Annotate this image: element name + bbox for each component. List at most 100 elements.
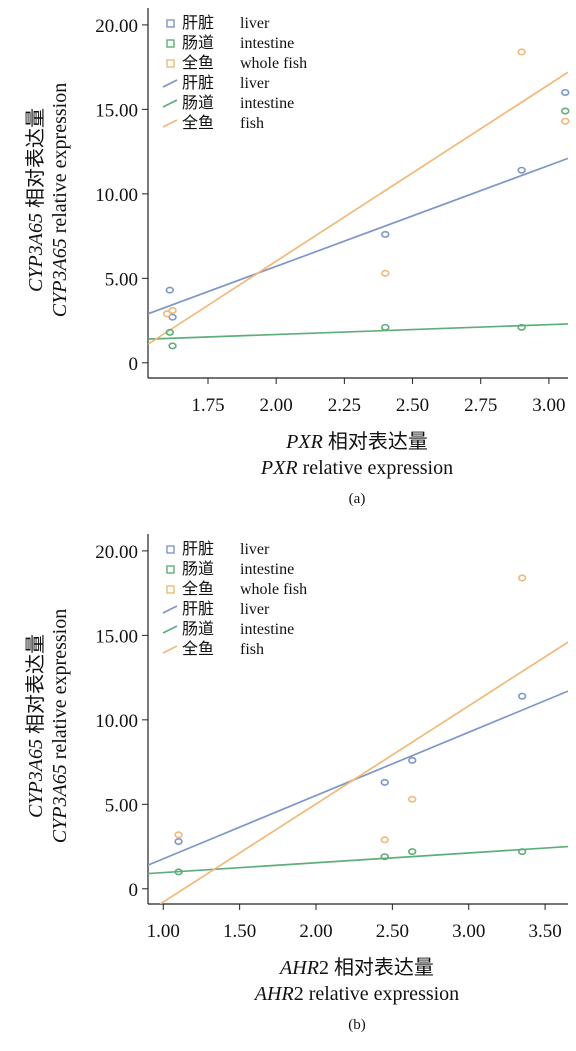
- x-tick-label: 2.75: [464, 395, 497, 416]
- x-axis-title-zh: AHR2 相对表达量: [278, 956, 434, 979]
- data-point-series-0: [517, 166, 526, 174]
- y-axis-title-en: CYP3A65 relative expression: [49, 609, 71, 843]
- legend-point-marker: [166, 39, 175, 48]
- y-tick-label: 0: [129, 880, 139, 901]
- data-point-series-0: [165, 286, 175, 294]
- legend-label-en: fish: [240, 115, 264, 132]
- legend-line-marker: [162, 625, 178, 634]
- data-point-series-2: [162, 310, 172, 318]
- data-point-series-0: [517, 692, 527, 700]
- data-point-series-0: [408, 756, 417, 764]
- fit-line-0: [148, 157, 568, 315]
- y-tick-label: 10.00: [95, 711, 138, 732]
- chart-panel-a: 0 5.00 10.00 15.00 20.00 1.75 2.00 2.25 2.50 2.75…: [0, 0, 576, 525]
- data-point-series-1: [561, 107, 570, 115]
- legend-label-zh: 全鱼: [182, 114, 214, 132]
- legend-line-marker: [162, 605, 178, 614]
- legend-label-zh: 肠道: [182, 560, 214, 578]
- legend-label-zh: 肠道: [182, 94, 214, 112]
- legend-label-zh: 全鱼: [182, 580, 214, 598]
- fit-line-0: [148, 690, 568, 866]
- scatter-chart-a: 0 5.00 10.00 15.00 20.00 1.75 2.00 2.25 2.50 2.75…: [24, 8, 570, 507]
- legend-label-zh: 全鱼: [182, 54, 214, 72]
- y-tick-label: 0: [129, 354, 139, 375]
- legend-label-en: fish: [240, 641, 264, 658]
- legend-line-marker: [162, 79, 178, 88]
- y-tick-label: 5.00: [105, 795, 138, 816]
- x-tick-label: 2.00: [299, 921, 332, 942]
- y-tick-label: 10.00: [95, 185, 138, 206]
- legend-label-en: liver: [240, 601, 270, 618]
- x-tick-label: 2.50: [376, 921, 409, 942]
- x-tick-label: 3.00: [532, 395, 565, 416]
- legend-label-en: liver: [240, 75, 270, 92]
- x-axis-title-zh-var: PXR: [285, 431, 323, 453]
- chart-panel-b: 0 5.00 10.00 15.00 20.00 1.00 1.50 2.00 2.50 3.00…: [0, 526, 576, 1051]
- x-axis-title-en-var: AHR: [253, 983, 294, 1005]
- legend-point-marker: [166, 59, 175, 68]
- data-point-series-1: [381, 323, 390, 331]
- legend-label-en: whole fish: [240, 55, 307, 72]
- y-axis-title-zh-rest: 相对表达量: [24, 634, 47, 739]
- legend-label-zh: 肠道: [182, 620, 214, 638]
- data-point-series-0: [174, 837, 183, 845]
- data-point-series-2: [381, 269, 390, 277]
- x-axis-title-zh-rest: 2 相对表达量: [319, 956, 434, 979]
- legend-label-en: liver: [240, 541, 270, 558]
- data-point-series-1: [380, 853, 389, 861]
- x-axis-title-en-rest: relative expression: [298, 457, 454, 479]
- data-point-series-2: [380, 836, 389, 844]
- legend-label-en: intestine: [240, 621, 294, 638]
- y-tick-label: 20.00: [95, 16, 138, 37]
- fit-line-1: [148, 845, 568, 875]
- legend-label-zh: 肝脏: [182, 14, 214, 32]
- legend-label-en: intestine: [240, 35, 294, 52]
- data-point-series-0: [381, 230, 390, 238]
- x-tick-label: 2.00: [260, 395, 293, 416]
- data-point-series-1: [165, 328, 175, 336]
- y-axis-title-zh: CYP3A65 相对表达量: [24, 108, 47, 292]
- x-tick-label: 3.00: [452, 921, 485, 942]
- fit-line-2: [148, 71, 568, 345]
- y-axis-title-en-rest: relative expression: [49, 83, 71, 239]
- y-axis-title-zh-rest: 相对表达量: [24, 108, 47, 213]
- legend-point-marker: [166, 565, 175, 574]
- y-tick-label: 15.00: [95, 626, 138, 647]
- data-point-series-0: [561, 88, 570, 96]
- y-axis-title-en-rest: relative expression: [49, 609, 71, 765]
- data-point-series-2: [168, 306, 177, 314]
- data-point-series-2: [174, 831, 183, 839]
- legend-line-marker: [162, 119, 178, 128]
- legend-label-zh: 肝脏: [182, 74, 214, 92]
- data-point-series-2: [408, 795, 417, 803]
- legend-label-zh: 肠道: [182, 34, 214, 52]
- legend-label-zh: 全鱼: [182, 640, 214, 658]
- x-tick-label: 3.50: [528, 921, 561, 942]
- x-tick-label: 1.75: [191, 395, 224, 416]
- y-axis-title-zh-var: CYP3A65: [25, 213, 47, 292]
- y-axis-title-en-var: CYP3A65: [49, 238, 71, 317]
- legend-point-marker: [166, 19, 175, 28]
- x-axis-title-zh: PXR 相对表达量: [285, 430, 428, 453]
- legend-label-en: intestine: [240, 95, 294, 112]
- data-point-series-2: [517, 574, 527, 582]
- x-tick-label: 1.00: [147, 921, 180, 942]
- y-axis-title-en-var: CYP3A65: [49, 764, 71, 843]
- legend-line-marker: [162, 645, 178, 654]
- legend-line-marker: [162, 99, 178, 108]
- data-point-series-0: [380, 778, 389, 786]
- x-tick-label: 2.25: [328, 395, 361, 416]
- fit-line-2: [159, 641, 568, 904]
- legend-label-zh: 肝脏: [182, 600, 214, 618]
- legend-label-en: intestine: [240, 561, 294, 578]
- data-point-series-2: [561, 117, 570, 125]
- fit-line-1: [148, 323, 568, 340]
- data-point-series-0: [168, 313, 177, 321]
- x-tick-label: 2.50: [396, 395, 429, 416]
- legend-point-marker: [166, 585, 175, 594]
- data-point-series-1: [174, 868, 183, 876]
- y-tick-label: 15.00: [95, 100, 138, 121]
- x-axis-title-zh-rest: 相对表达量: [323, 430, 428, 453]
- data-point-series-1: [517, 848, 527, 856]
- data-point-series-1: [408, 848, 417, 856]
